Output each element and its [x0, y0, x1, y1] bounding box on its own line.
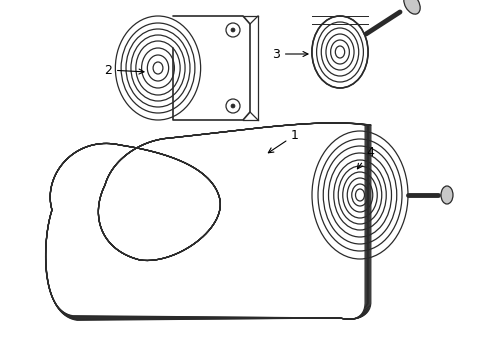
Ellipse shape: [403, 0, 419, 14]
Ellipse shape: [440, 186, 452, 204]
Text: 4: 4: [357, 145, 373, 169]
Circle shape: [230, 104, 235, 108]
Text: 2: 2: [104, 63, 143, 77]
Text: 3: 3: [271, 48, 307, 60]
Text: 1: 1: [268, 129, 298, 153]
Circle shape: [230, 28, 235, 32]
